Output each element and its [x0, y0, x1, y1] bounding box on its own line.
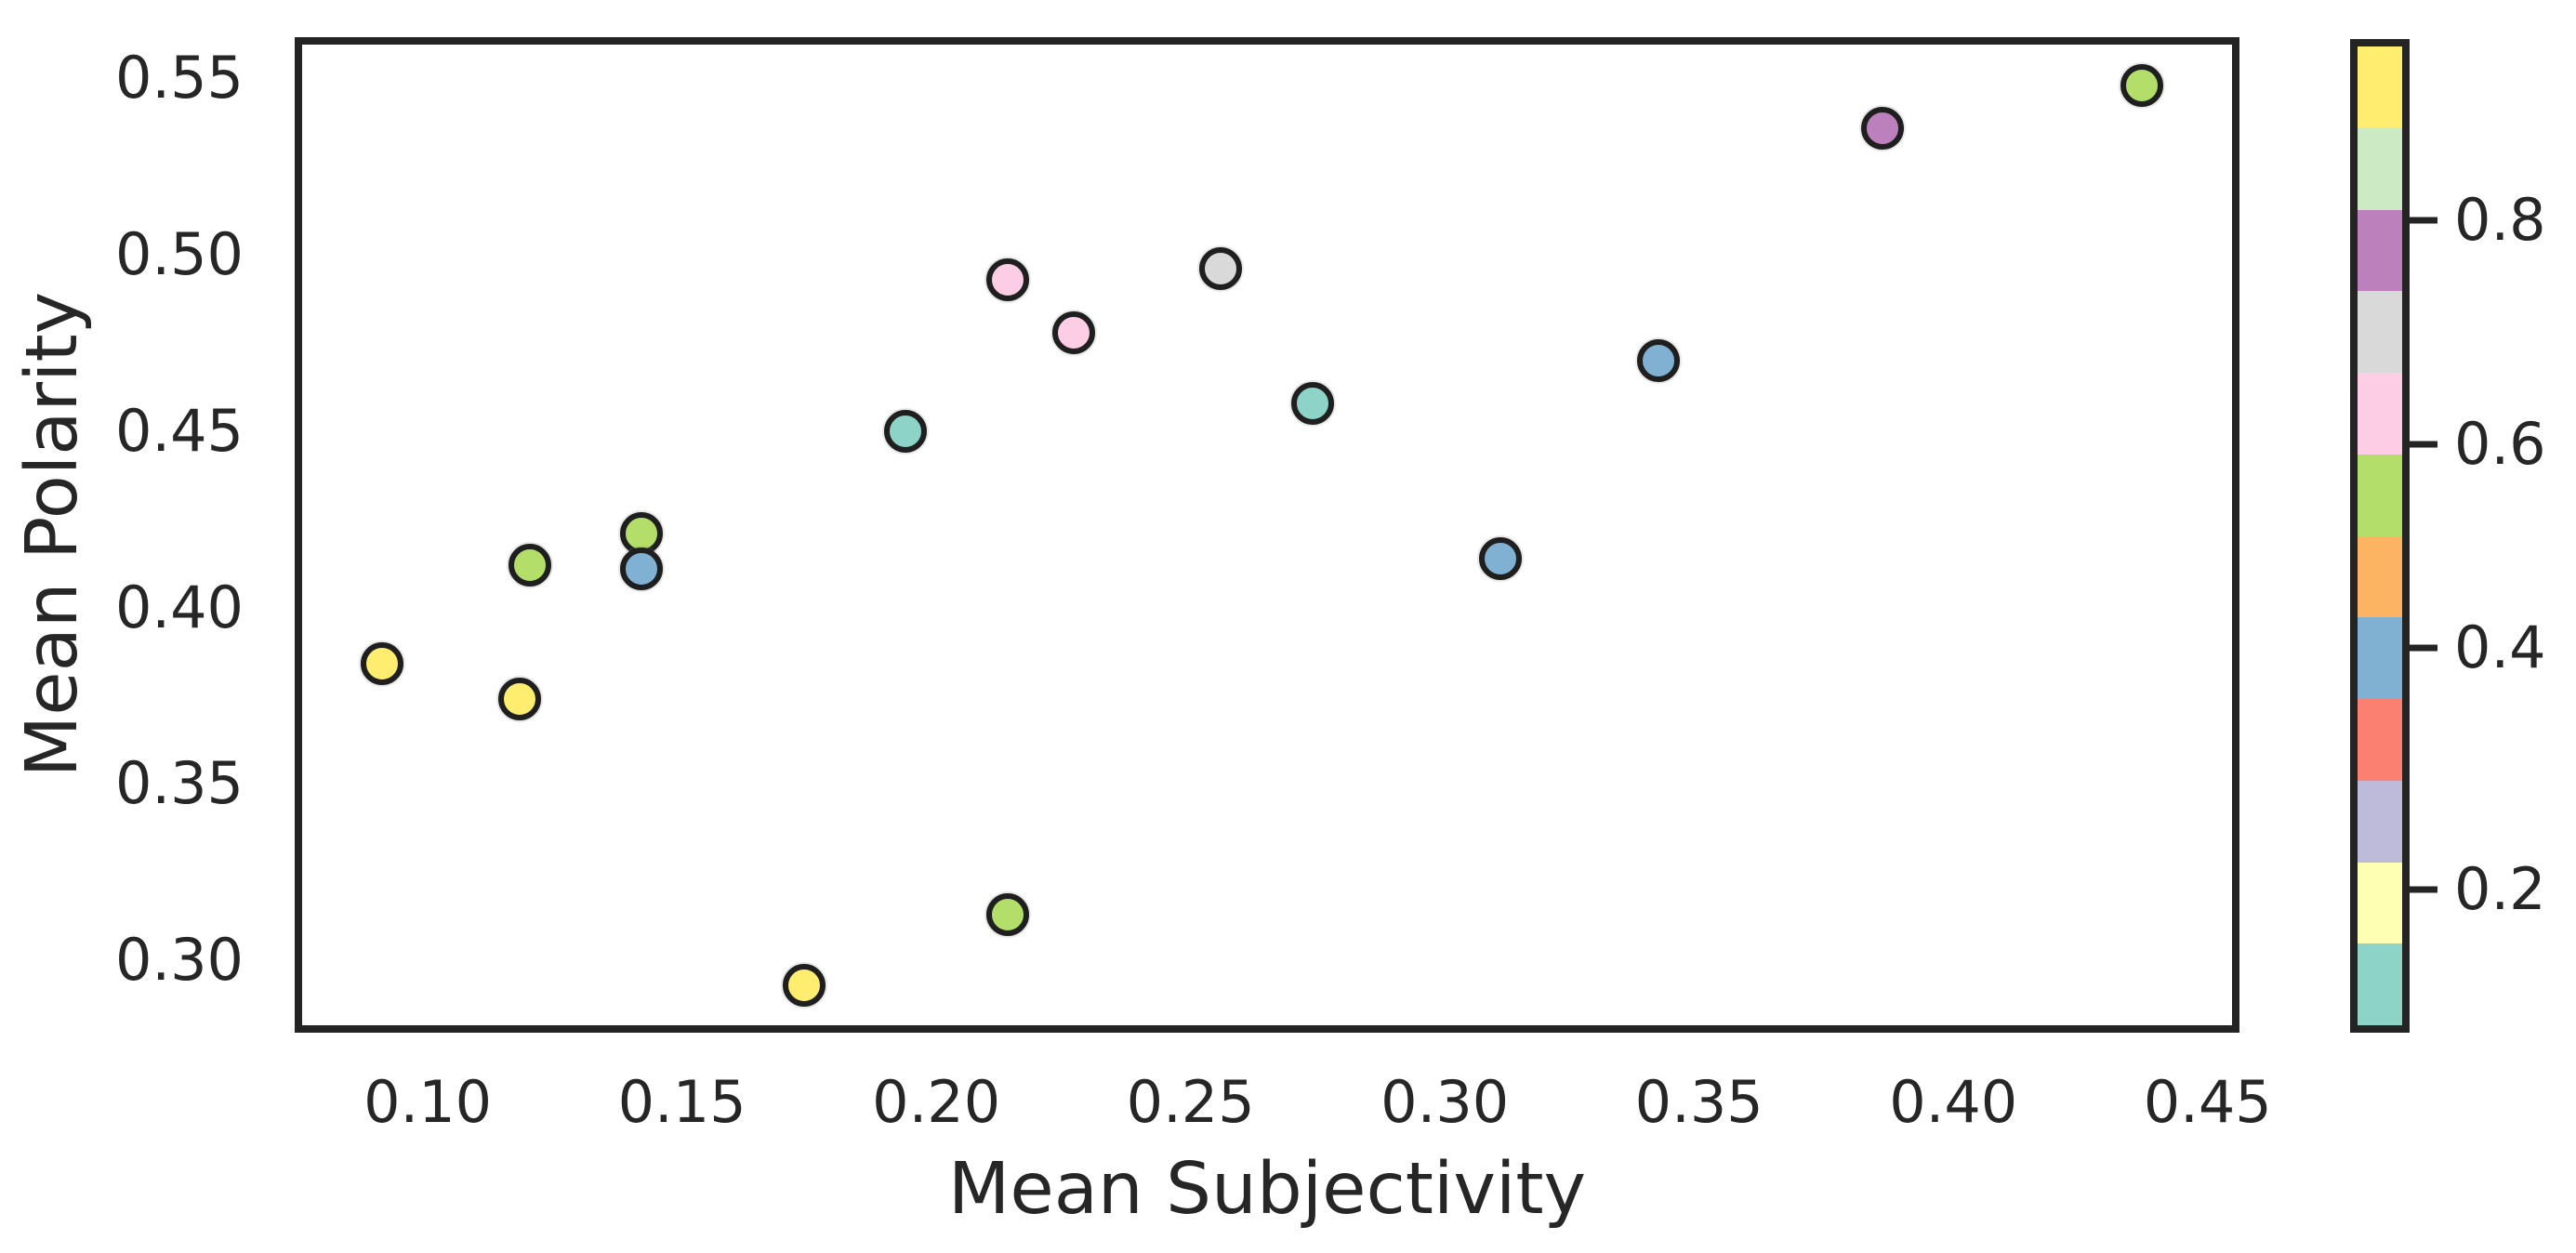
colorbar-band	[2358, 862, 2402, 944]
scatter-point	[508, 544, 551, 587]
scatter-point	[1290, 381, 1334, 425]
scatter-point	[360, 642, 403, 686]
colorbar-band	[2358, 291, 2402, 373]
scatter-point	[1636, 339, 1680, 383]
x-tick-label: 0.20	[872, 1068, 1001, 1136]
x-tick-label: 0.45	[2143, 1068, 2272, 1136]
y-axis-title: Mean Polarity	[11, 291, 94, 778]
colorbar-tick-mark	[2410, 441, 2437, 448]
colorbar-tick-label: 0.8	[2454, 186, 2546, 255]
colorbar-tick-label: 0.6	[2454, 409, 2546, 478]
x-tick-label: 0.40	[1889, 1068, 2018, 1136]
x-axis-tick-labels: 0.10 0.15 0.20 0.25 0.30 0.35 0.40 0.45	[302, 1067, 2272, 1138]
colorbar-band	[2358, 127, 2402, 210]
colorbar-tick-mark	[2410, 217, 2437, 224]
scatter-point	[1199, 247, 1243, 291]
scatter-point	[497, 678, 541, 721]
y-tick-label: 0.45	[114, 396, 244, 465]
scatter-point	[619, 547, 663, 590]
colorbar-band	[2358, 699, 2402, 781]
x-tick-label: 0.10	[363, 1068, 493, 1136]
colorbar-tick-label: 0.4	[2454, 613, 2546, 681]
y-tick-label: 0.30	[114, 926, 244, 995]
colorbar-tick-mark	[2410, 644, 2437, 652]
scatter-point	[782, 963, 826, 1007]
x-axis-title: Mean Subjectivity	[947, 1148, 1587, 1231]
scatter-point	[985, 257, 1029, 301]
colorbar-band	[2358, 535, 2402, 618]
colorbar-tick-labels: 0.8 0.6 0.4 0.2	[2410, 46, 2576, 1025]
scatter-point	[884, 409, 928, 453]
colorbar-band	[2358, 617, 2402, 699]
colorbar	[2350, 39, 2410, 1033]
colorbar-band	[2358, 943, 2402, 1025]
x-tick-label: 0.30	[1380, 1068, 1510, 1136]
y-tick-label: 0.40	[114, 573, 244, 641]
scatter-point	[1479, 536, 1523, 580]
x-tick-label: 0.35	[1634, 1068, 1764, 1136]
y-tick-label: 0.55	[114, 44, 244, 112]
colorbar-band	[2358, 373, 2402, 455]
colorbar-band	[2358, 46, 2402, 128]
colorbar-tick-label: 0.2	[2454, 854, 2546, 923]
x-tick-label: 0.15	[617, 1068, 746, 1136]
colorbar-band	[2358, 454, 2402, 536]
y-tick-label: 0.50	[114, 220, 244, 289]
x-tick-label: 0.25	[1126, 1068, 1255, 1136]
colorbar-band	[2358, 780, 2402, 863]
scatter-point	[985, 892, 1029, 936]
scatter-point	[2120, 64, 2163, 108]
scatter-point	[1051, 310, 1095, 354]
y-axis-tick-labels: 0.55 0.50 0.45 0.40 0.35 0.30	[28, 45, 244, 1025]
colorbar-tick-mark	[2410, 886, 2437, 893]
plot-area	[295, 37, 2239, 1033]
scatter-point	[1860, 106, 1904, 150]
y-tick-label: 0.35	[114, 749, 244, 818]
colorbar-band	[2358, 209, 2402, 292]
